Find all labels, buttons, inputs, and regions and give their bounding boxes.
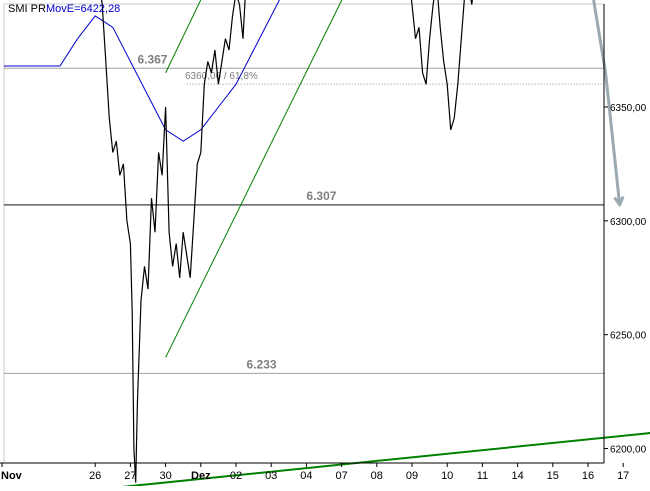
x-tick-label: 02 xyxy=(230,470,242,482)
channel-upper xyxy=(166,0,402,73)
y-tick-label: 6200,00 xyxy=(610,445,647,456)
moving-average-readout: MovE=6422,28 xyxy=(46,3,120,15)
series-layer xyxy=(4,0,577,483)
x-tick-label: 04 xyxy=(300,470,312,482)
x-tick-label: 17 xyxy=(617,470,629,482)
x-tick-label: 09 xyxy=(406,470,418,482)
chart-header: SMI PR MovE=6422,28 xyxy=(8,3,120,15)
x-tick-label: Nov xyxy=(1,470,23,482)
y-tick-label: 6350,00 xyxy=(610,103,647,114)
x-tick-label: 30 xyxy=(159,470,171,482)
symbol-label: SMI PR xyxy=(8,3,46,15)
x-tick-label: 08 xyxy=(371,470,383,482)
x-tick-label: 07 xyxy=(335,470,347,482)
grid-layer xyxy=(4,4,604,463)
level-label: 6360,06 / 61,8% xyxy=(185,71,258,82)
trend-lines xyxy=(8,0,650,486)
y-tick-label: 6300,00 xyxy=(610,217,647,228)
level-label: 6.233 xyxy=(247,357,277,371)
x-tick-label: 14 xyxy=(511,470,523,482)
x-tick-label: 27 xyxy=(124,470,136,482)
x-tick-label: 10 xyxy=(441,470,453,482)
x-tick-label: 16 xyxy=(582,470,594,482)
x-tick-label: Dez xyxy=(191,470,211,482)
x-tick-label: 11 xyxy=(477,470,488,482)
x-tick-label: 15 xyxy=(547,470,559,482)
x-tick-label: 03 xyxy=(265,470,277,482)
y-tick-label: 6250,00 xyxy=(610,331,647,342)
price-line xyxy=(4,0,577,483)
x-tick-label: 26 xyxy=(89,470,101,482)
plot-frame xyxy=(4,4,604,463)
level-label: 6.307 xyxy=(306,189,336,203)
level-label: 6.367 xyxy=(137,52,167,66)
moving-average-line xyxy=(4,0,577,141)
